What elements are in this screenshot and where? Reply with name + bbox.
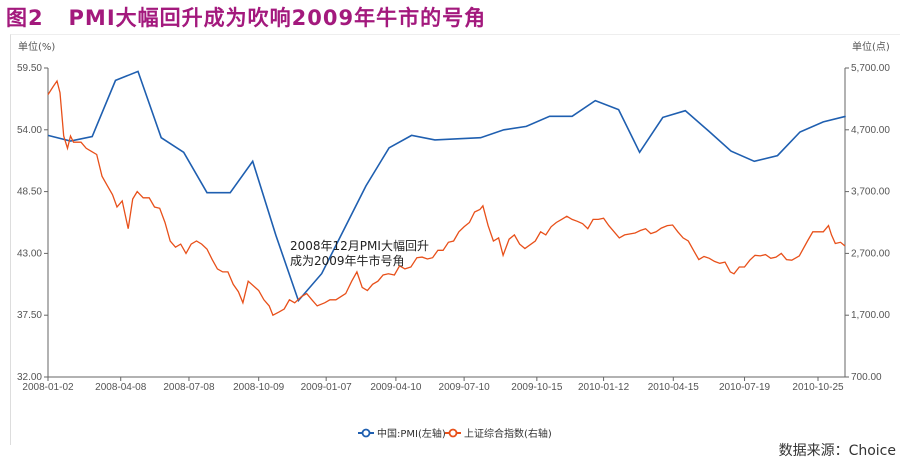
- x-tick-label: 2009-01-07: [301, 382, 353, 393]
- x-tick-label: 2009-10-15: [511, 382, 563, 393]
- right-tick-label: 700.00: [851, 372, 882, 383]
- annotation-line: 成为2009年牛市号角: [290, 253, 405, 268]
- legend-marker-icon: [448, 428, 458, 438]
- sse-index-line: [47, 79, 846, 317]
- right-tick-label: 3,700.00: [851, 187, 890, 198]
- left-tick-label: 59.50: [17, 63, 42, 74]
- annotation-line: 2008年12月PMI大幅回升: [290, 238, 429, 253]
- figure-title: 图2 PMI大幅回升成为吹响2009年牛市的号角: [6, 6, 487, 30]
- x-tick-label: 2008-07-08: [163, 382, 215, 393]
- pmi-line: [47, 70, 846, 303]
- right-axis-unit: 单位(点): [852, 40, 890, 53]
- right-tick-label: 1,700.00: [851, 310, 890, 321]
- legend-label: 上证综合指数(右轴): [464, 427, 552, 440]
- left-tick-label: 37.50: [17, 310, 42, 321]
- x-tick-label: 2008-01-02: [22, 382, 74, 393]
- data-source: 数据来源：Choice: [778, 443, 896, 459]
- right-tick-label: 2,700.00: [851, 248, 890, 259]
- legend-label: 中国:PMI(左轴): [377, 427, 446, 440]
- legend-marker-icon: [361, 428, 371, 438]
- x-tick-label: 2008-04-08: [95, 382, 147, 393]
- x-tick-label: 2010-10-25: [792, 382, 844, 393]
- x-tick-label: 2008-10-09: [233, 382, 285, 393]
- x-tick-label: 2009-07-10: [439, 382, 491, 393]
- left-tick-label: 43.00: [17, 248, 42, 259]
- left-tick-label: 48.50: [17, 187, 42, 198]
- right-tick-label: 4,700.00: [851, 125, 890, 136]
- chart-frame: [10, 34, 900, 445]
- left-axis-unit: 单位(%): [18, 40, 55, 53]
- left-tick-label: 54.00: [17, 125, 42, 136]
- x-tick-label: 2010-07-19: [719, 382, 771, 393]
- x-tick-label: 2010-04-15: [648, 382, 700, 393]
- x-tick-label: 2009-04-10: [370, 382, 422, 393]
- x-tick-label: 2010-01-12: [578, 382, 630, 393]
- left-tick-label: 32.00: [17, 372, 42, 383]
- right-tick-label: 5,700.00: [851, 63, 890, 74]
